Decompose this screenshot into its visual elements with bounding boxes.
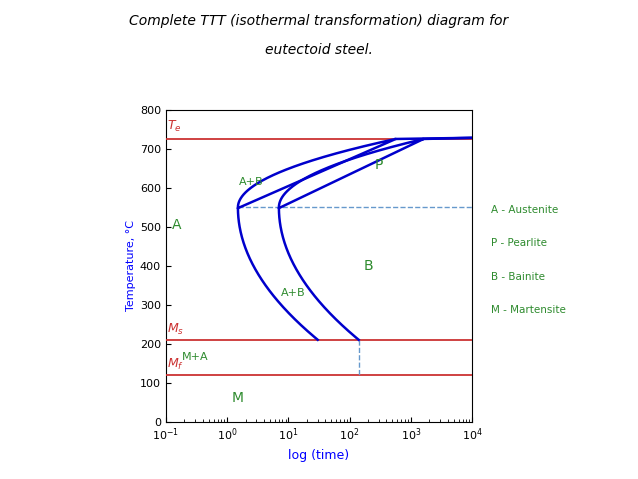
Y-axis label: Temperature, °C: Temperature, °C (126, 220, 136, 311)
Text: Complete TTT (isothermal transformation) diagram for: Complete TTT (isothermal transformation)… (130, 14, 508, 28)
Text: $T_e$: $T_e$ (167, 119, 182, 134)
Text: $M_f$: $M_f$ (167, 356, 184, 372)
Text: A: A (172, 218, 181, 232)
Text: A+B: A+B (239, 177, 264, 187)
Text: eutectoid steel.: eutectoid steel. (265, 43, 373, 57)
Text: B: B (363, 259, 373, 273)
Text: $M_s$: $M_s$ (167, 321, 184, 337)
Text: M+A: M+A (182, 352, 209, 362)
Text: P - Pearlite: P - Pearlite (491, 239, 547, 248)
Text: M - Martensite: M - Martensite (491, 306, 566, 315)
Text: M: M (232, 391, 244, 405)
Text: A - Austenite: A - Austenite (491, 205, 558, 215)
Text: B - Bainite: B - Bainite (491, 272, 545, 282)
Text: P: P (375, 158, 383, 171)
Text: A+B: A+B (281, 288, 306, 298)
X-axis label: log (time): log (time) (288, 448, 350, 462)
